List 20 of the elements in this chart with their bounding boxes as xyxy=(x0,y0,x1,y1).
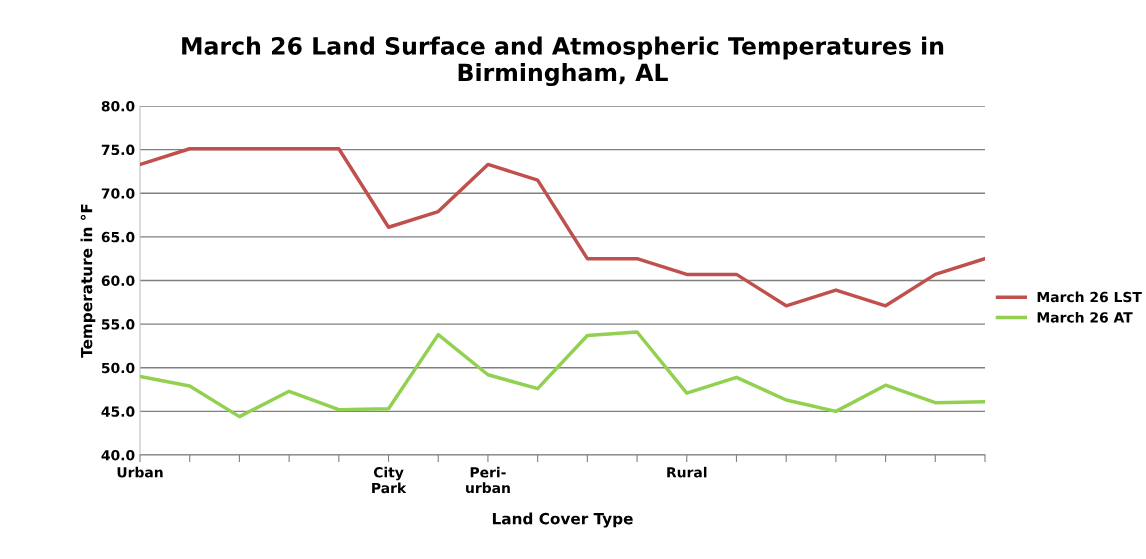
y-tick-label: 40.0 xyxy=(101,449,135,461)
x-tick-label: Rural xyxy=(667,466,707,478)
line-series xyxy=(140,330,985,419)
x-tick-label: Urban xyxy=(117,466,163,478)
y-tick-label: 80.0 xyxy=(101,100,135,112)
y-tick-label: 75.0 xyxy=(101,144,135,156)
y-tick-label: 70.0 xyxy=(101,188,135,199)
y-axis-title: Temperature in °F xyxy=(80,204,96,358)
x-tick-label: City Park xyxy=(372,466,407,494)
y-tick-label: 50.0 xyxy=(101,362,135,374)
y-tick-label: 60.0 xyxy=(101,275,135,286)
x-tick-label: Peri- urban xyxy=(466,466,510,494)
y-tick-label: 65.0 xyxy=(101,231,135,243)
y-tick-label: 45.0 xyxy=(101,406,135,417)
x-axis-title: Land Cover Type xyxy=(492,512,633,528)
legend-label: March 26 LST xyxy=(1037,291,1142,303)
chart-title: March 26 Land Surface and Atmospheric Temperatures in Birmingham, AL xyxy=(182,36,944,87)
y-tick-label: 55.0 xyxy=(101,319,135,330)
legend-label: March 26 AT xyxy=(1037,311,1133,323)
line-series xyxy=(140,147,985,308)
